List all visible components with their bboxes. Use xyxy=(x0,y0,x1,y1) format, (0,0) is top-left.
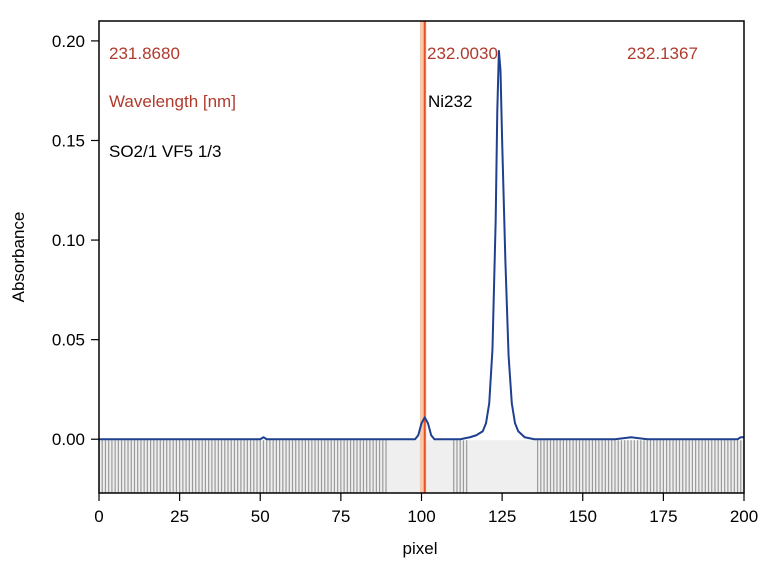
y-tick-label: 0.20 xyxy=(52,32,85,51)
marker-band xyxy=(419,21,427,493)
x-tick-label: 175 xyxy=(649,507,677,526)
marker-band-layer xyxy=(419,21,427,493)
grey-block xyxy=(453,440,468,493)
x-tick-label: 0 xyxy=(94,507,103,526)
wavelength-unit-label: Wavelength [nm] xyxy=(109,92,236,111)
grey-block xyxy=(98,440,387,493)
grey-block xyxy=(536,440,745,493)
x-tick-label: 75 xyxy=(331,507,350,526)
x-tick-label: 50 xyxy=(251,507,270,526)
y-ticks: 0.00 0.05 0.10 0.15 0.20 xyxy=(52,32,99,449)
wavelength-right: 232.1367 xyxy=(627,44,698,63)
x-tick-label: 100 xyxy=(407,507,435,526)
x-tick-label: 200 xyxy=(730,507,758,526)
y-tick-label: 0.10 xyxy=(52,231,85,250)
x-axis-label: pixel xyxy=(403,539,438,558)
y-tick-label: 0.05 xyxy=(52,331,85,350)
x-tick-label: 25 xyxy=(170,507,189,526)
wavelength-center: 232.0030 xyxy=(427,44,498,63)
x-tick-label: 125 xyxy=(488,507,516,526)
y-axis-label: Absorbance xyxy=(9,212,28,303)
x-ticks: 0 25 50 75 100 125 150 175 200 xyxy=(94,493,758,526)
series-line xyxy=(99,49,744,441)
y-tick-label: 0.15 xyxy=(52,131,85,150)
series-layer xyxy=(99,49,744,441)
x-tick-label: 150 xyxy=(569,507,597,526)
wavelength-left: 231.8680 xyxy=(109,44,180,63)
sample-label: SO2/1 VF5 1/3 xyxy=(109,142,221,161)
y-tick-label: 0.00 xyxy=(52,430,85,449)
element-label: Ni232 xyxy=(428,92,472,111)
stripe-layer xyxy=(98,440,745,493)
